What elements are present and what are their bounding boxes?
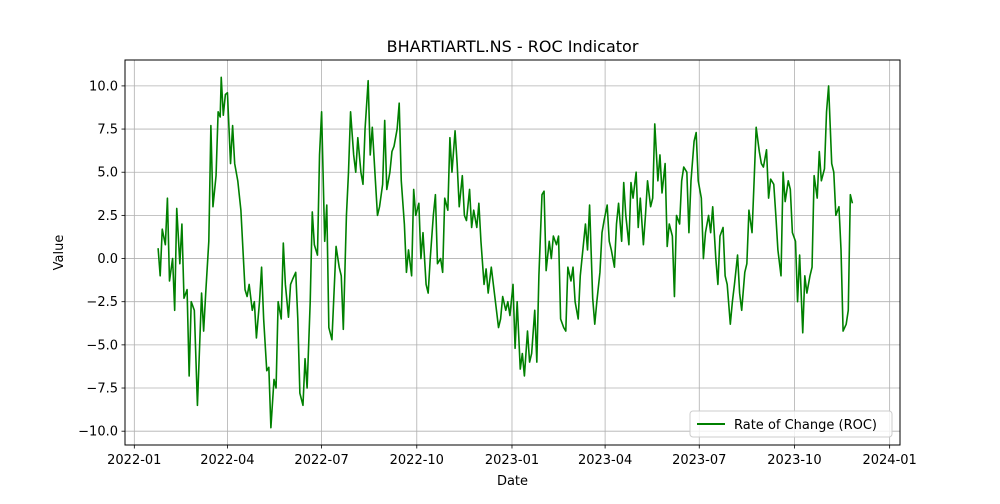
x-tick-label: 2022-01	[107, 453, 161, 468]
chart-title: BHARTIARTL.NS - ROC Indicator	[387, 37, 639, 56]
x-tick-label: 2023-10	[767, 453, 821, 468]
y-tick-label: −10.0	[78, 425, 118, 440]
legend: Rate of Change (ROC)	[689, 410, 893, 438]
x-tick-label: 2024-01	[862, 453, 916, 468]
legend-box	[689, 410, 893, 438]
y-tick-label: 0.0	[97, 252, 118, 267]
y-tick-label: −7.5	[86, 382, 118, 397]
y-tick-label: 2.5	[97, 209, 118, 224]
series-layer	[157, 76, 854, 429]
x-axis-ticks: 2022-01 2022-04 2022-07 2022-10 2023-01 2023-…	[107, 445, 917, 468]
y-axis-ticks: −10.0 −7.5 −5.0 −2.5 0.0 2.5 5.0 7.5 10.0	[78, 79, 125, 440]
roc-series-line	[157, 76, 854, 429]
y-axis-label: Value	[52, 235, 67, 271]
y-tick-label: 5.0	[97, 166, 118, 181]
x-tick-label: 2022-04	[200, 453, 254, 468]
x-tick-label: 2023-04	[578, 453, 632, 468]
y-tick-label: 7.5	[97, 123, 118, 138]
x-axis-label: Date	[497, 474, 528, 489]
y-tick-label: −5.0	[86, 338, 118, 353]
grid-lines	[125, 60, 900, 445]
x-tick-label: 2023-01	[485, 453, 539, 468]
x-tick-label: 2023-07	[672, 453, 726, 468]
x-tick-label: 2022-07	[294, 453, 348, 468]
y-tick-label: 10.0	[89, 79, 118, 94]
plot-frame	[124, 59, 901, 446]
x-tick-label: 2022-10	[390, 453, 444, 468]
y-tick-label: −2.5	[86, 295, 118, 310]
legend-label: Rate of Change (ROC)	[734, 418, 877, 433]
